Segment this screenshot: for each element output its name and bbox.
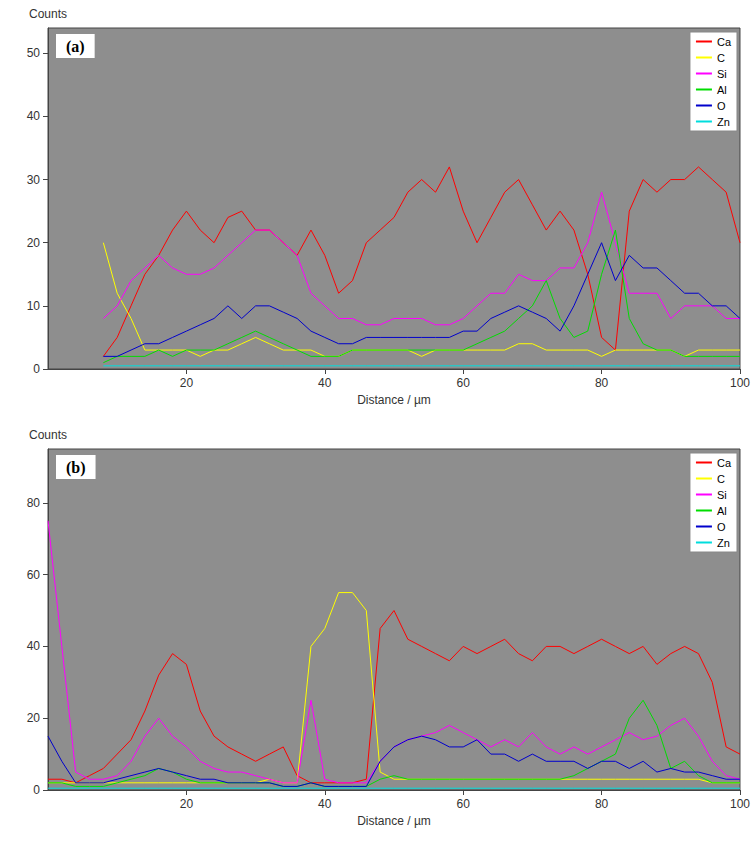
svg-text:20: 20 (27, 711, 41, 725)
svg-text:20: 20 (180, 376, 194, 390)
svg-text:0: 0 (33, 783, 40, 797)
svg-text:40: 40 (27, 109, 41, 123)
svg-text:80: 80 (27, 496, 41, 510)
svg-text:Zn: Zn (717, 537, 730, 549)
svg-text:C: C (717, 473, 725, 485)
svg-text:Al: Al (717, 84, 727, 96)
svg-text:60: 60 (27, 568, 41, 582)
svg-text:Zn: Zn (717, 116, 730, 128)
svg-text:20: 20 (27, 236, 41, 250)
svg-text:(a): (a) (66, 38, 85, 56)
svg-text:60: 60 (457, 376, 471, 390)
svg-text:10: 10 (27, 299, 41, 313)
svg-text:Si: Si (717, 68, 727, 80)
svg-text:40: 40 (318, 376, 332, 390)
svg-text:80: 80 (595, 797, 609, 811)
svg-text:Al: Al (717, 505, 727, 517)
svg-text:0: 0 (33, 362, 40, 376)
svg-text:O: O (717, 100, 726, 112)
svg-text:Distance / µm: Distance / µm (357, 814, 431, 828)
svg-text:40: 40 (27, 639, 41, 653)
svg-text:60: 60 (457, 797, 471, 811)
svg-text:50: 50 (27, 46, 41, 60)
svg-text:40: 40 (318, 797, 332, 811)
svg-text:Counts: Counts (29, 7, 67, 21)
svg-text:Distance / µm: Distance / µm (357, 393, 431, 407)
svg-text:100: 100 (730, 797, 750, 811)
svg-text:100: 100 (730, 376, 750, 390)
svg-text:(b): (b) (66, 459, 86, 477)
svg-text:20: 20 (180, 797, 194, 811)
svg-text:O: O (717, 521, 726, 533)
svg-text:Counts: Counts (29, 428, 67, 442)
svg-text:Si: Si (717, 489, 727, 501)
svg-text:80: 80 (595, 376, 609, 390)
svg-text:Ca: Ca (717, 457, 732, 469)
svg-text:30: 30 (27, 173, 41, 187)
svg-text:Ca: Ca (717, 36, 732, 48)
svg-text:C: C (717, 52, 725, 64)
